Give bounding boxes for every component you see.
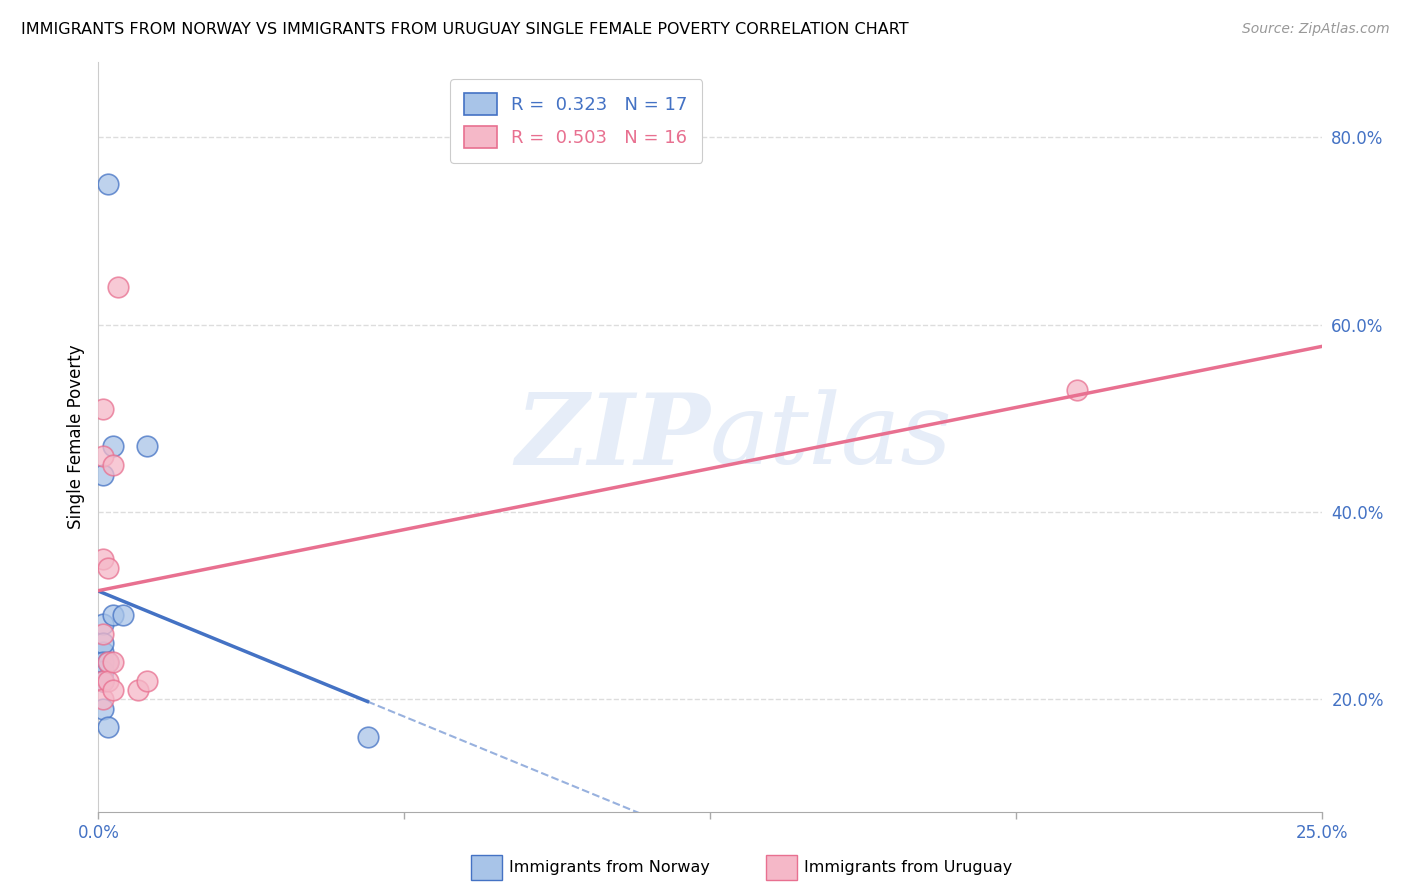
- Point: [91, 551, 114, 566]
- Point: [91, 646, 114, 660]
- Text: ZIP: ZIP: [515, 389, 710, 485]
- Point: [111, 608, 134, 623]
- Point: [91, 673, 114, 688]
- Point: [97, 721, 120, 735]
- Point: [97, 561, 120, 575]
- Text: Immigrants from Norway: Immigrants from Norway: [509, 861, 710, 875]
- Point: [91, 664, 114, 679]
- Point: [91, 673, 114, 688]
- Point: [1066, 384, 1088, 398]
- Text: Source: ZipAtlas.com: Source: ZipAtlas.com: [1241, 22, 1389, 37]
- Point: [91, 626, 114, 640]
- Legend: R =  0.323   N = 17, R =  0.503   N = 16: R = 0.323 N = 17, R = 0.503 N = 16: [450, 79, 702, 162]
- Point: [91, 673, 114, 688]
- Point: [91, 692, 114, 706]
- Point: [97, 177, 120, 192]
- Point: [91, 701, 114, 715]
- Text: atlas: atlas: [710, 390, 953, 484]
- Point: [107, 280, 129, 294]
- Point: [91, 401, 114, 416]
- Point: [136, 673, 159, 688]
- Point: [101, 458, 124, 473]
- Point: [97, 655, 120, 669]
- Point: [101, 655, 124, 669]
- Point: [136, 440, 159, 453]
- Point: [97, 655, 120, 669]
- Point: [101, 440, 124, 453]
- Point: [101, 608, 124, 623]
- Point: [127, 683, 149, 698]
- Point: [91, 655, 114, 669]
- Point: [91, 636, 114, 650]
- Point: [97, 673, 120, 688]
- Point: [91, 449, 114, 463]
- Point: [101, 683, 124, 698]
- Text: Immigrants from Uruguay: Immigrants from Uruguay: [804, 861, 1012, 875]
- Point: [356, 730, 378, 744]
- Y-axis label: Single Female Poverty: Single Female Poverty: [66, 345, 84, 529]
- Text: IMMIGRANTS FROM NORWAY VS IMMIGRANTS FROM URUGUAY SINGLE FEMALE POVERTY CORRELAT: IMMIGRANTS FROM NORWAY VS IMMIGRANTS FRO…: [21, 22, 908, 37]
- Point: [91, 617, 114, 632]
- Point: [91, 467, 114, 482]
